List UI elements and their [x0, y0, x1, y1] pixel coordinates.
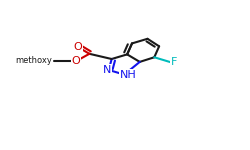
Text: F: F [171, 57, 177, 67]
Text: methoxy: methoxy [16, 56, 52, 65]
Text: O: O [72, 56, 80, 66]
Text: O: O [74, 42, 82, 52]
Text: N: N [103, 65, 112, 75]
Text: NH: NH [120, 70, 137, 80]
